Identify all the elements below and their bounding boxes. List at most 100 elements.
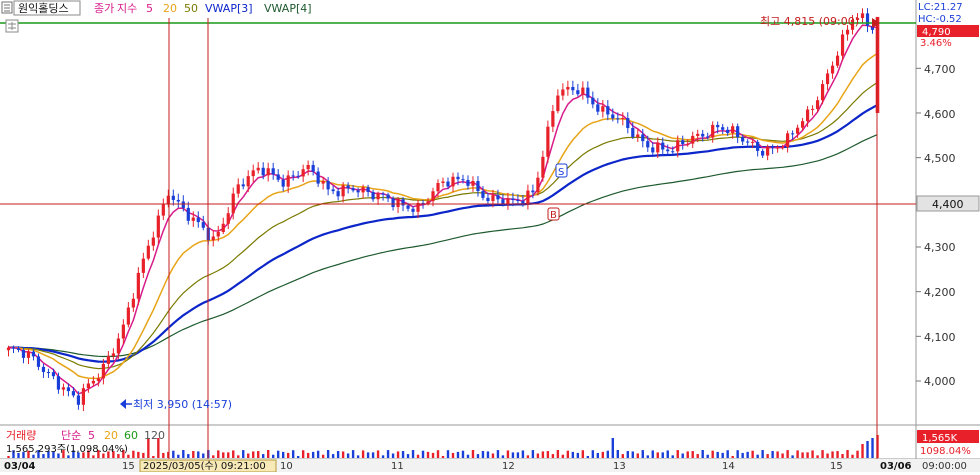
- volume-bar: [376, 450, 380, 458]
- symbol-name: 원익홀딩스: [18, 2, 69, 15]
- price-tick-4200: 4,200: [924, 286, 956, 299]
- volume-bar: [486, 451, 490, 458]
- volume-bar: [286, 452, 290, 458]
- volume-bar: [132, 450, 135, 458]
- volume-bars: [7, 435, 879, 458]
- sell-signal-marker[interactable]: [555, 163, 568, 178]
- candle-body: [66, 387, 71, 392]
- candle-body: [466, 179, 470, 186]
- candle-body: [551, 111, 555, 127]
- candle-body: [606, 106, 610, 115]
- time-label-11: 11: [391, 461, 404, 472]
- candle-body: [146, 245, 150, 259]
- candle-body: [471, 181, 475, 186]
- volume-header: 거래량 단순 5 20 60 120 1,565,293주(1,098.04%): [6, 429, 165, 455]
- volume-bar: [316, 450, 320, 458]
- volume-bar: [187, 454, 190, 458]
- symbol-box[interactable]: [13, 0, 81, 16]
- volume-bar: [172, 450, 175, 458]
- candle-body: [216, 231, 220, 237]
- volume-bar: [366, 452, 370, 458]
- volume-bar: [67, 455, 70, 458]
- candle-body: [416, 202, 420, 212]
- volume-bar: [821, 450, 824, 458]
- volume-bar: [411, 450, 415, 458]
- volume-bar: [721, 452, 724, 458]
- chart-header: 원익홀딩스 종가 지수 5 20 50 VWAP[3] VWAP[4]: [1, 0, 312, 33]
- volume-bar: [856, 450, 859, 458]
- candle-body: [276, 174, 280, 180]
- candle-body: [506, 198, 510, 205]
- volume-bar: [247, 453, 250, 458]
- candle-body: [671, 151, 675, 153]
- candle-body: [776, 147, 780, 149]
- volume-bar: [351, 450, 355, 458]
- candle-body: [451, 176, 455, 187]
- candle-body: [651, 147, 655, 153]
- candle-body: [166, 195, 170, 205]
- volume-bar: [816, 455, 819, 458]
- candle-body: [221, 223, 225, 232]
- candle-body: [810, 108, 815, 110]
- volume-bar: [711, 450, 714, 458]
- candle-body: [840, 34, 845, 56]
- candle-body: [511, 198, 515, 201]
- volume-bar: [616, 450, 619, 458]
- volume-bar: [811, 450, 814, 458]
- candle-body: [741, 137, 745, 142]
- volume-bar: [7, 456, 10, 458]
- candle-body: [870, 26, 875, 30]
- candle-body: [181, 201, 185, 208]
- volume-bar: [841, 454, 844, 458]
- volume-bar: [696, 454, 699, 458]
- candle-body: [256, 167, 260, 171]
- volume-bar: [446, 450, 450, 458]
- ma-period-50: 50: [184, 2, 198, 15]
- volume-bar: [876, 435, 879, 458]
- volume-bar: [461, 450, 465, 458]
- candle-body: [371, 192, 375, 200]
- candle-body: [696, 133, 700, 136]
- candle-body: [421, 202, 425, 204]
- candle-body: [566, 86, 570, 90]
- candle-body: [586, 87, 590, 98]
- volume-bar: [361, 450, 365, 458]
- volume-bar: [741, 452, 744, 458]
- volume-bar: [177, 454, 180, 458]
- volume-bar: [87, 450, 90, 458]
- candle-body: [376, 193, 380, 200]
- vwap3-line: [8, 103, 879, 363]
- volume-bar: [636, 453, 639, 458]
- candle-body: [756, 141, 760, 151]
- candle-body: [21, 349, 26, 358]
- candle-body: [136, 272, 140, 299]
- volume-bar: [371, 452, 375, 458]
- volume-bar: [866, 441, 869, 458]
- candle-body: [641, 134, 645, 142]
- candle-body: [721, 127, 725, 130]
- candle-body: [286, 175, 290, 187]
- volume-bar: [217, 450, 220, 458]
- volume-bar: [646, 455, 649, 458]
- volume-bar: [531, 450, 535, 458]
- candle-body: [81, 388, 86, 405]
- volume-bar: [406, 454, 410, 458]
- candle-body: [141, 258, 145, 273]
- volume-bar: [611, 438, 615, 458]
- candle-body: [246, 176, 250, 187]
- volume-bar: [536, 453, 540, 458]
- candle-body: [571, 86, 575, 91]
- volume-bar: [52, 451, 55, 458]
- candle-body: [346, 185, 350, 189]
- candle-body: [596, 104, 600, 112]
- volume-bar: [57, 453, 60, 458]
- candle-body: [366, 187, 370, 193]
- buy-signal-marker[interactable]: [547, 207, 560, 221]
- candle-body: [636, 134, 640, 137]
- candle-body: [441, 181, 445, 183]
- volume-bar: [356, 455, 360, 458]
- volume-bar: [391, 453, 395, 458]
- candle-body: [126, 307, 130, 325]
- volume-bar: [222, 452, 225, 458]
